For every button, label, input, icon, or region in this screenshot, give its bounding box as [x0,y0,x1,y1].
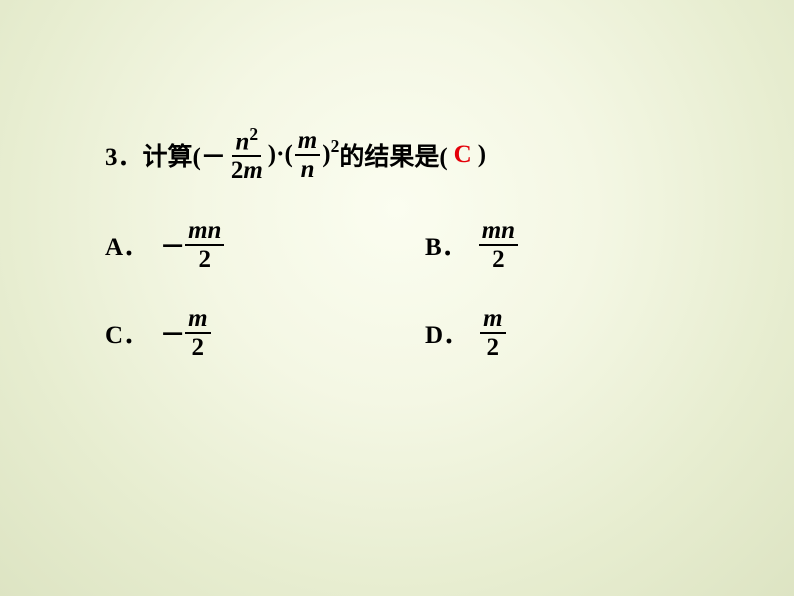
question-close: ) [478,141,486,169]
fraction-2-den: n [298,156,318,182]
option-a-frac: mn 2 [185,218,224,272]
options-row-2: C． － m 2 D． m 2 [105,306,665,360]
option-c-num: m [185,306,210,334]
frac1-num-exp: 2 [249,124,258,144]
option-c-frac: m 2 [185,306,210,360]
fraction-2: m n [295,128,320,182]
option-c-label: C． [105,315,148,351]
option-b-frac: mn 2 [479,218,518,272]
frac1-num-var: n [235,128,249,155]
answer-letter: C [454,141,472,169]
option-c-den: 2 [189,334,208,360]
question-prefix: 计算(－ [143,137,226,173]
frac1-den-var: m [243,157,262,184]
option-d-label: D． [425,315,468,351]
options-block: A． － mn 2 B． mn 2 C． － m 2 D． [105,218,665,394]
question-mid2: ) [322,141,330,169]
outer-exponent: 2 [331,136,340,157]
option-b: B． mn 2 [425,218,520,272]
frac2-num-var: m [298,127,317,154]
question-mid1: )·( [268,141,293,169]
frac2-den-var: n [301,156,315,183]
frac1-den-coeff: 2 [231,157,244,184]
option-a: A． － mn 2 [105,218,425,272]
question-suffix: 的结果是( [339,137,447,173]
fraction-2-num: m [295,128,320,156]
option-d-num: m [480,306,505,334]
option-d: D． m 2 [425,306,508,360]
question-number: 3． [105,137,143,173]
option-b-den: 2 [489,246,508,272]
option-b-label: B． [425,227,467,263]
option-a-neg: － [160,227,185,263]
options-row-1: A． － mn 2 B． mn 2 [105,218,665,272]
fraction-1-num: n2 [232,126,261,157]
option-b-num: mn [479,218,518,246]
option-a-label: A． [105,227,148,263]
fraction-1-den: 2m [228,157,266,183]
option-c: C． － m 2 [105,306,425,360]
option-a-den: 2 [196,246,215,272]
option-c-neg: － [160,315,185,351]
option-d-den: 2 [484,334,503,360]
option-d-frac: m 2 [480,306,505,360]
question-line: 3． 计算(－ n2 2m )·( m n ) 2 的结果是( C ) [105,126,486,183]
option-a-num: mn [185,218,224,246]
fraction-1: n2 2m [228,126,266,183]
